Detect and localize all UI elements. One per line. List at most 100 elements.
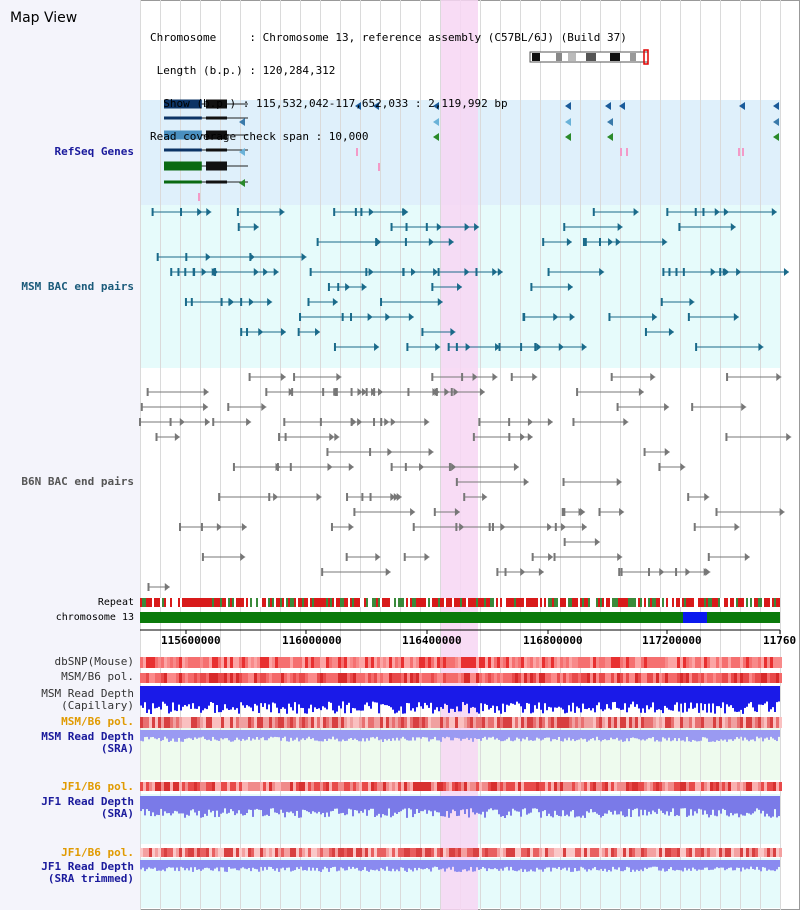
heat-stripe [437,717,440,728]
depth-bar [314,686,316,708]
heat-stripe [494,657,497,668]
track-label-b6n-bac[interactable]: B6N BAC end pairs [21,475,134,488]
depth-bar [606,860,608,872]
depth-bar [470,796,472,809]
msm-bac-pair-end [421,328,424,336]
depth-bar [652,686,654,703]
depth-bar [490,796,492,809]
b6n-bac-pair-end [346,493,349,501]
heat-stripe [179,848,182,857]
heat-stripe [620,848,623,857]
track-label-dbsnp[interactable]: dbSNP(Mouse) [54,655,134,668]
b6n-bac-pair-end [616,478,622,486]
depth-bar [312,730,314,739]
heat-stripe [689,782,692,791]
heat-stripe [614,657,617,668]
depth-bar [408,686,410,704]
heat-stripe [419,717,422,728]
repeat-block [266,598,268,607]
heat-stripe [332,673,335,683]
depth-bar [210,686,212,702]
heat-stripe [164,717,167,728]
depth-bar [196,860,198,870]
depth-bar [272,796,274,809]
msm-bac-pair-end [668,268,671,276]
heat-stripe [338,782,341,791]
b6n-bac-pair-end [203,403,209,411]
heat-stripe [548,717,551,728]
depth-bar [242,686,244,706]
repeat-block [770,598,772,607]
repeat-block [486,598,488,607]
track-label-jf1-read-depth-trim[interactable]: JF1 Read Depth (SRA trimmed) [41,860,134,885]
heat-stripe [428,782,431,791]
depth-bar [292,686,294,711]
depth-bar [578,730,580,740]
depth-bar [698,686,700,713]
heat-stripe [512,782,515,791]
depth-bar [550,730,552,742]
heat-stripe [482,673,485,683]
repeat-block [284,598,286,607]
depth-bar [348,860,350,867]
depth-bar [410,686,412,711]
track-label-jf1-b6-pol-2[interactable]: JF1/B6 pol. [61,846,134,859]
heat-stripe [467,673,470,683]
track-label-jf1-read-depth-sra[interactable]: JF1 Read Depth (SRA) [41,795,134,820]
heat-stripe [401,673,404,683]
b6n-bac-pair-end [345,553,348,561]
repeat-block [424,598,426,607]
depth-bar [248,860,250,868]
depth-bar [296,730,298,738]
heat-stripe [167,782,170,791]
msm-bac-pair-end [733,313,739,321]
repeat-block [178,598,180,607]
track-label-msm-b6-pol-1[interactable]: MSM/B6 pol. [61,670,134,683]
depth-bar [350,796,352,810]
depth-bar [684,686,686,703]
b6n-bac-pair-end [547,523,553,531]
track-label-msm-read-depth-sra[interactable]: MSM Read Depth (SRA) [41,730,134,755]
depth-bar [610,686,612,710]
repeat-block [194,598,196,607]
track-label-msm-read-depth-cap[interactable]: MSM Read Depth (Capillary) [41,687,134,712]
depth-bar [376,730,378,737]
heat-stripe [695,782,698,791]
msm-bac-pair-end [253,268,259,276]
heat-stripe [617,782,620,791]
depth-bar [740,860,742,872]
gene-strand-arrow [773,133,779,141]
map-view-title: Map View [10,10,78,26]
depth-bar [212,796,214,811]
track-label-msm-b6-pol-2[interactable]: MSM/B6 pol. [61,715,134,728]
track-label-refseq[interactable]: RefSeq Genes [54,145,134,158]
b6n-bac-pair-end [638,388,644,396]
depth-bar [442,686,444,709]
depth-bar [232,686,234,708]
heat-stripe [359,848,362,857]
heat-stripe [206,717,209,728]
depth-bar [144,730,146,738]
depth-bar [448,686,450,713]
heat-stripe [374,657,377,668]
depth-bar [492,730,494,737]
heat-stripe [221,848,224,857]
depth-bar [474,796,476,815]
track-label-msm-bac[interactable]: MSM BAC end pairs [21,280,134,293]
depth-bar [530,796,532,813]
depth-bar [646,796,648,816]
depth-bar [192,686,194,704]
heat-stripe [749,657,752,668]
depth-bar [270,796,272,809]
depth-bar [314,730,316,741]
msm-bac-pair-end [771,208,777,216]
heat-stripe [632,848,635,857]
depth-bar [562,686,564,710]
repeat-block [484,598,486,607]
repeat-block [224,598,226,607]
repeat-block [282,598,284,607]
track-label-jf1-b6-pol-1[interactable]: JF1/B6 pol. [61,780,134,793]
b6n-bac-pair-end [280,373,286,381]
heat-stripe [290,657,293,668]
